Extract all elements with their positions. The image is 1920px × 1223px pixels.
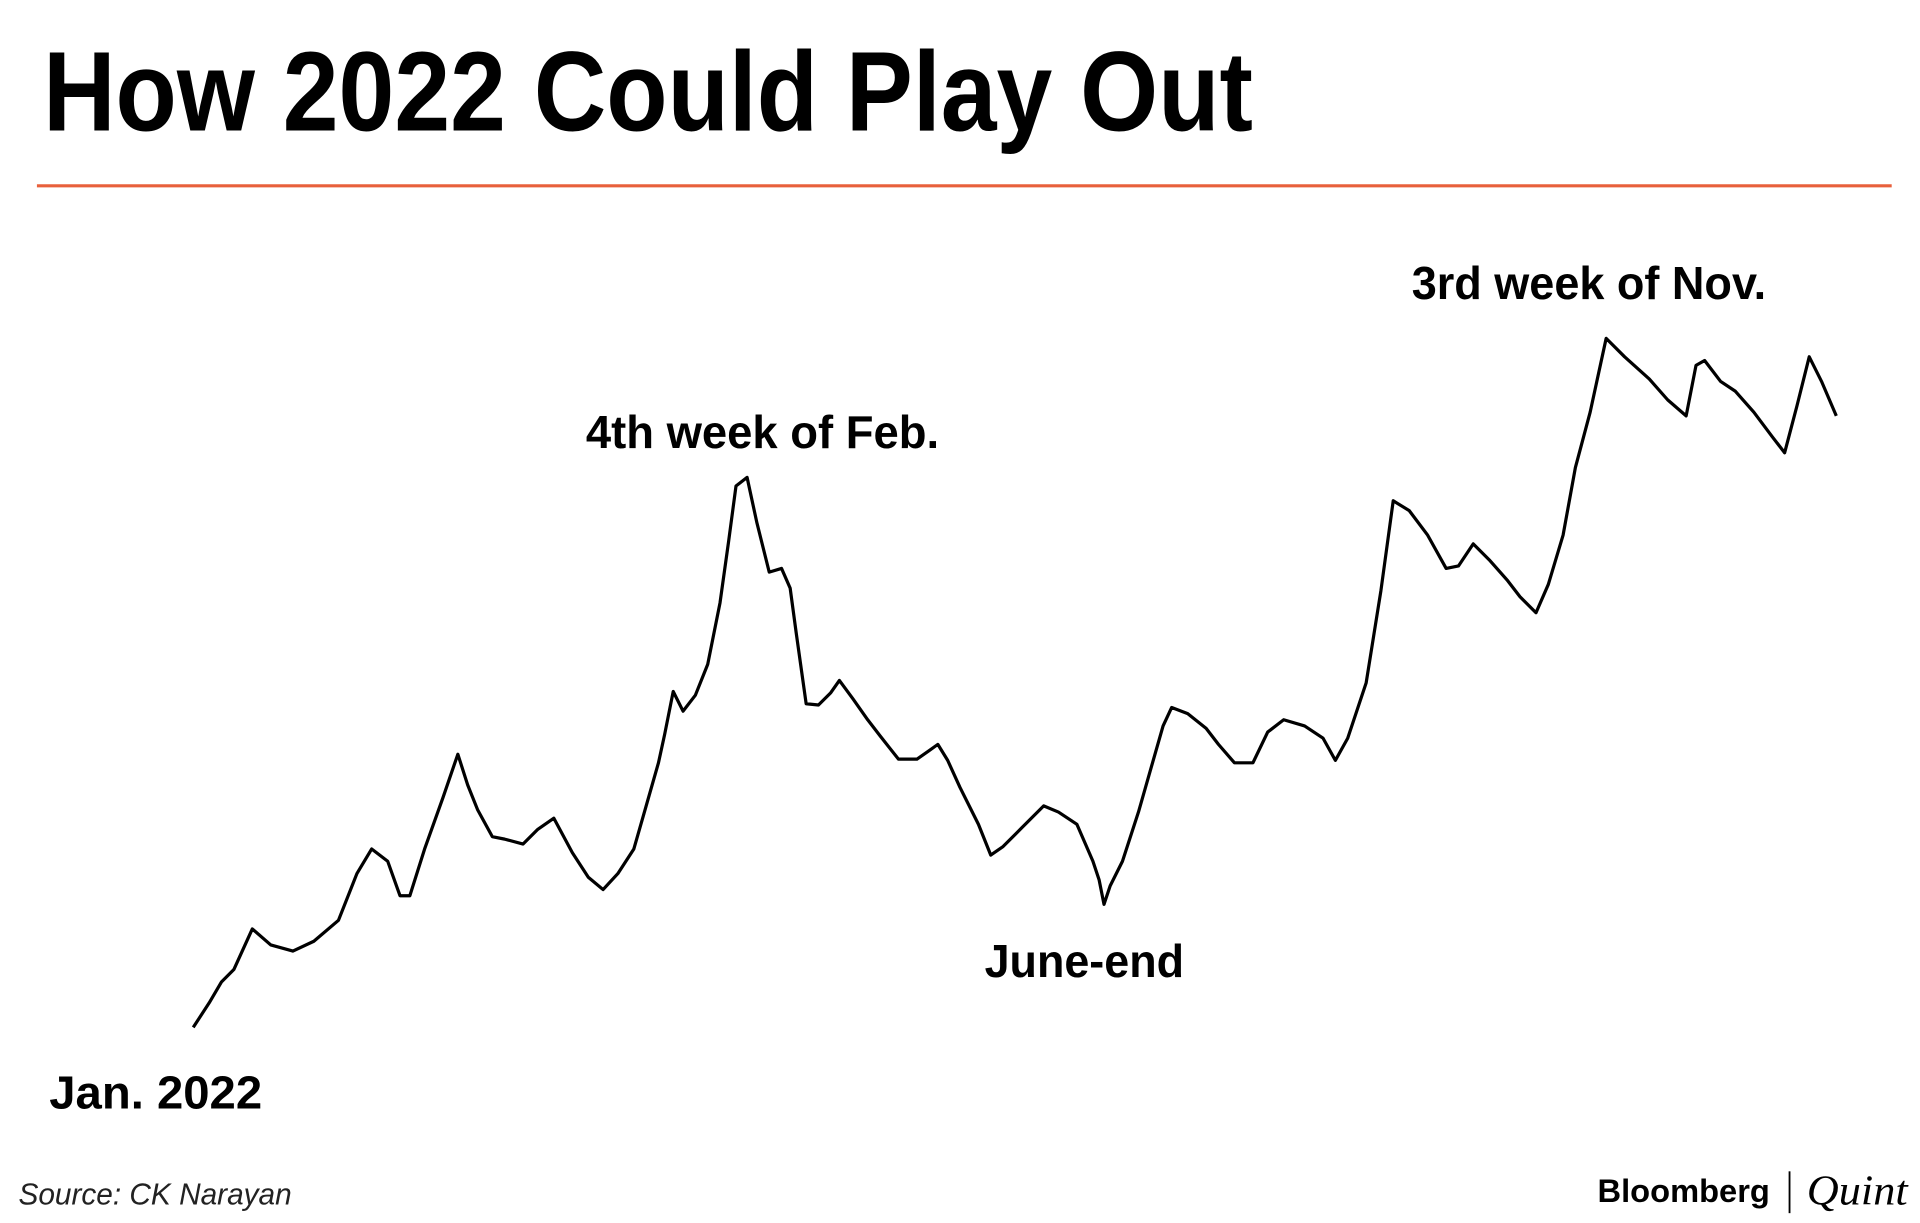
- title: How 2022 Could Play Out: [43, 28, 1253, 154]
- annotation: 3rd week of Nov.: [1412, 257, 1766, 309]
- brand-suffix: Quint: [1807, 1169, 1909, 1215]
- source: Source: CK Narayan: [18, 1177, 291, 1212]
- annotation: Jan. 2022: [49, 1067, 262, 1119]
- forecast-line: [191, 336, 1838, 1029]
- annotation: 4th week of Feb.: [586, 406, 939, 458]
- brand: Bloomberg: [1598, 1173, 1770, 1209]
- annotation: June-end: [985, 935, 1184, 987]
